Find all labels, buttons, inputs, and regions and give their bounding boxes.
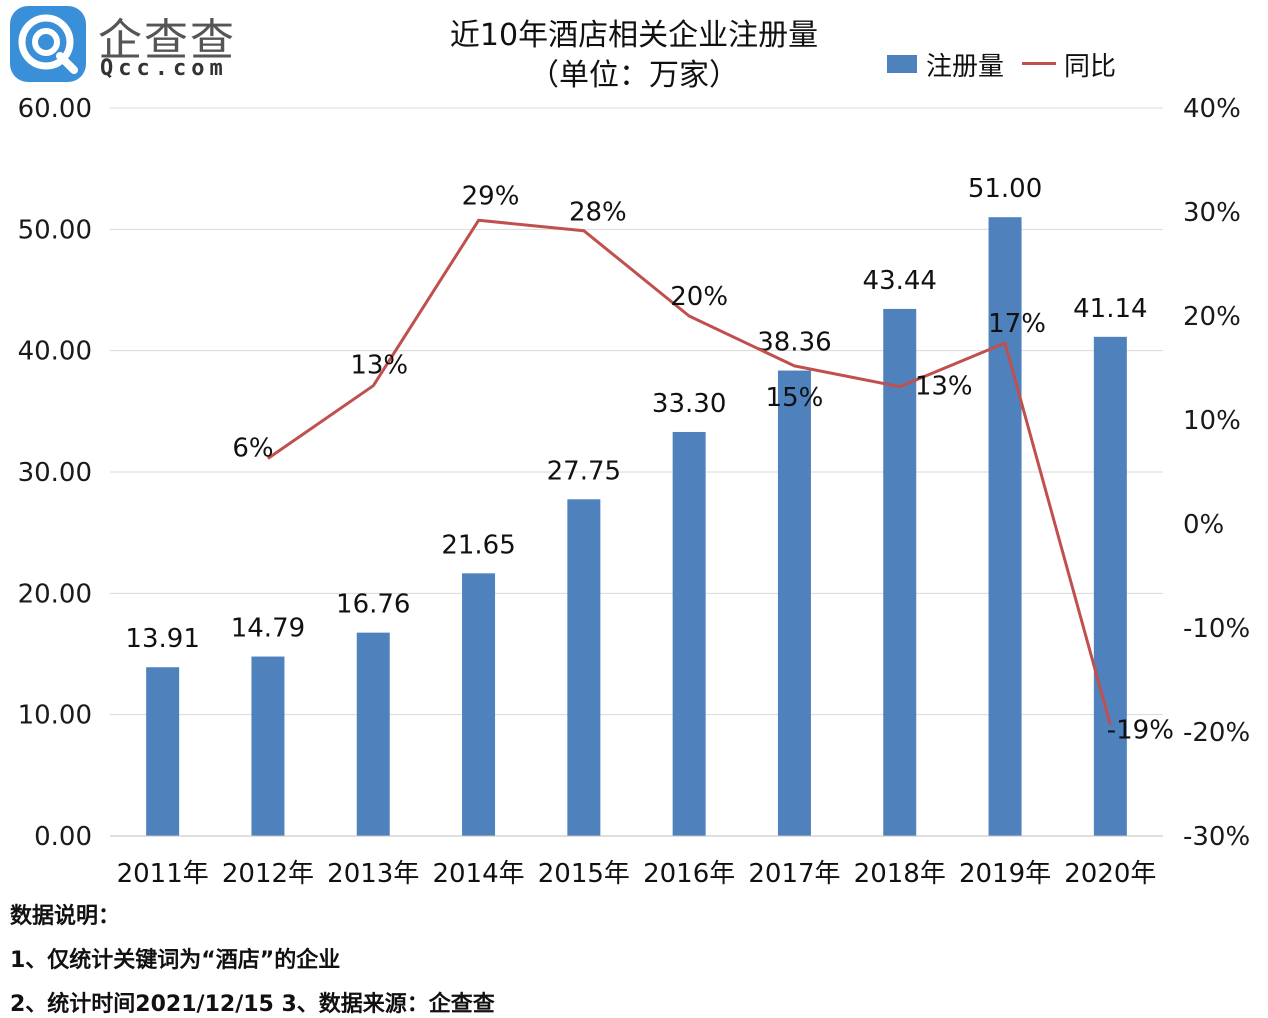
bar: [251, 656, 285, 836]
notes-line-2: 2、统计时间2021/12/15 3、数据来源：企查查: [10, 992, 495, 1017]
bar-value-label: 13.91: [125, 624, 199, 654]
x-tick-label: 2012年: [222, 859, 314, 889]
y-right-tick-label: 30%: [1183, 198, 1241, 228]
bar: [567, 499, 601, 836]
x-tick-label: 2017年: [748, 859, 840, 889]
x-tick-label: 2014年: [432, 859, 524, 889]
x-tick-label: 2013年: [327, 859, 419, 889]
bar-value-label: 27.75: [547, 456, 621, 486]
bar-value-label: 43.44: [863, 266, 937, 296]
yoy-value-label: 20%: [670, 282, 728, 312]
x-tick-label: 2011年: [117, 859, 209, 889]
legend-swatch-line: [1022, 62, 1056, 65]
bar: [462, 573, 496, 836]
chart-subtitle: （单位：万家）: [529, 58, 739, 93]
legend-label-bar: 注册量: [926, 52, 1005, 82]
x-tick-label: 2018年: [854, 859, 946, 889]
yoy-value-label: 13%: [350, 351, 408, 381]
bar-value-label: 14.79: [231, 614, 305, 644]
brand-name: 企查查: [98, 15, 236, 66]
notes-line-1: 1、仅统计关键词为“酒店”的企业: [10, 948, 341, 973]
y-left-tick-label: 50.00: [18, 215, 92, 245]
bar-value-label: 51.00: [968, 174, 1042, 204]
x-tick-label: 2020年: [1064, 859, 1156, 889]
x-tick-label: 2015年: [538, 859, 630, 889]
y-right-tick-label: 10%: [1183, 406, 1241, 436]
yoy-line: [267, 218, 1112, 726]
y-left-tick-label: 10.00: [18, 701, 92, 731]
y-left-tick-label: 40.00: [18, 337, 92, 367]
y-right-tick-label: 0%: [1183, 510, 1224, 540]
notes-heading: 数据说明：: [10, 904, 121, 929]
y-right-tick-label: -10%: [1183, 614, 1250, 644]
bar: [777, 370, 811, 836]
y-left-tick-label: 20.00: [18, 579, 92, 609]
x-tick-label: 2016年: [643, 859, 735, 889]
bar-value-label: 33.30: [652, 389, 726, 419]
chart-plot: 0.00 10.00 20.00 30.00 40.00 50.00 60.00 -30% -2…: [18, 94, 1251, 889]
legend-label-line: 同比: [1064, 52, 1117, 82]
bar: [356, 632, 390, 836]
legend-swatch-bar: [887, 55, 917, 73]
yoy-value-label: 17%: [988, 309, 1046, 339]
yoy-value-label: 6%: [232, 433, 273, 463]
bar: [672, 431, 706, 836]
brand-logo-icon: [10, 6, 86, 82]
bar-value-label: 16.76: [336, 590, 410, 620]
yoy-value-label: 15%: [766, 383, 824, 413]
yoy-value-label: -19%: [1107, 716, 1174, 746]
bar: [1093, 336, 1127, 836]
y-right-tick-label: 40%: [1183, 94, 1241, 124]
bar-value-label: 41.14: [1073, 294, 1147, 324]
y-right-tick-label: -20%: [1183, 718, 1250, 748]
y-left-tick-label: 0.00: [34, 822, 92, 852]
yoy-value-label: 13%: [915, 372, 973, 402]
logo-mark-icon: [18, 14, 78, 74]
bar: [883, 308, 917, 837]
y-left-tick-label: 60.00: [18, 94, 92, 124]
bar: [146, 667, 180, 836]
bar-value-label: 21.65: [441, 530, 515, 560]
x-tick-label: 2019年: [959, 859, 1051, 889]
chart-title: 近10年酒店相关企业注册量: [449, 18, 819, 53]
bar: [988, 217, 1022, 836]
y-right-tick-label: 20%: [1183, 302, 1241, 332]
brand-url: Qcc.com: [100, 56, 228, 81]
y-left-tick-label: 30.00: [18, 458, 92, 488]
y-right-tick-label: -30%: [1183, 822, 1250, 852]
yoy-value-label: 28%: [569, 198, 627, 228]
yoy-value-label: 29%: [462, 181, 520, 211]
